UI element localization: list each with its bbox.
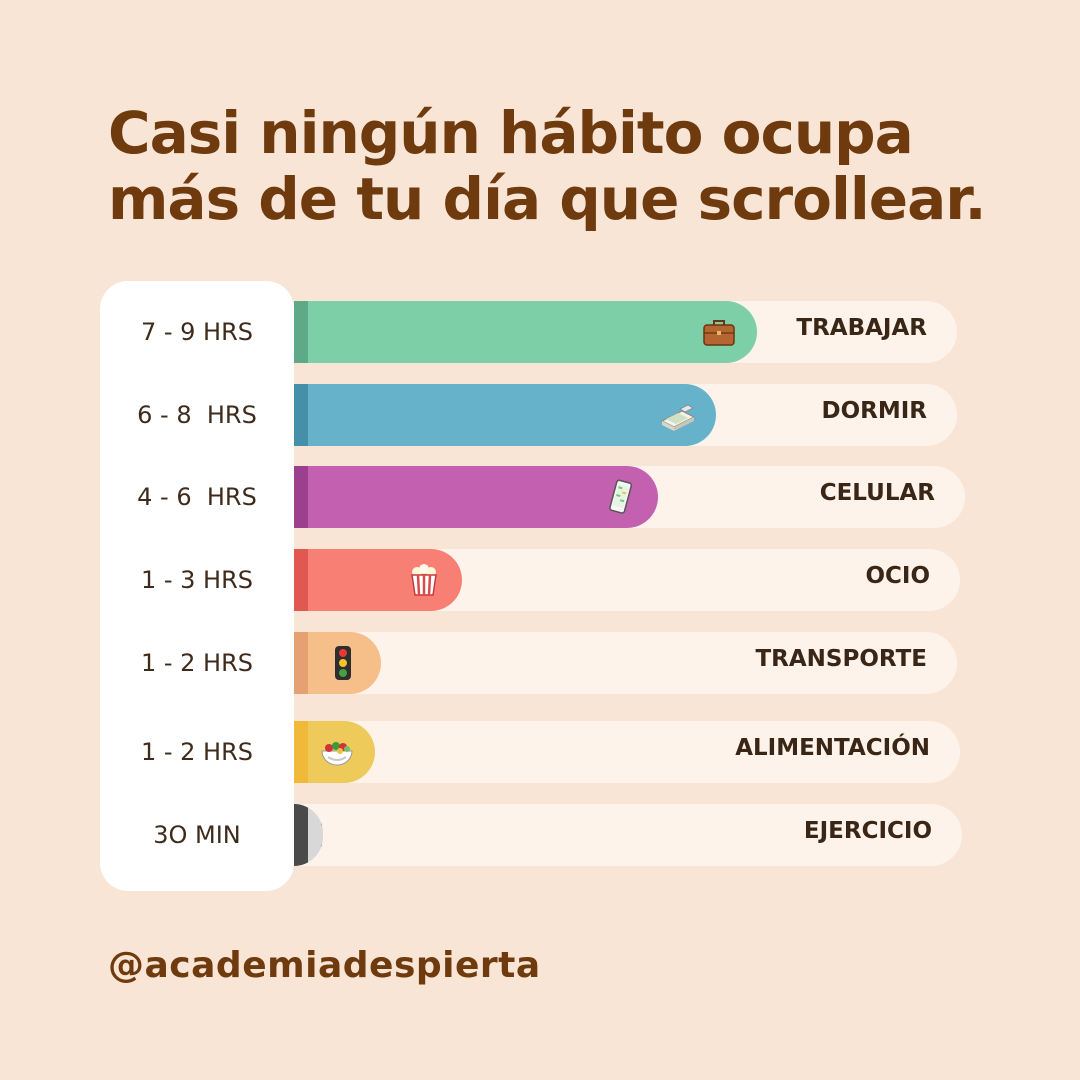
- bar-ocio: [294, 549, 462, 611]
- traffic-light-icon: [325, 645, 361, 681]
- hours-label: 3O MIN: [153, 821, 241, 849]
- bar-track: [294, 721, 960, 783]
- activity-label: TRANSPORTE: [755, 646, 927, 672]
- bar-accent: [294, 466, 308, 528]
- popcorn-icon: [406, 562, 442, 598]
- activity-label: OCIO: [865, 563, 930, 589]
- hours-label: 7 - 9 HRS: [140, 318, 254, 346]
- dumbbell-icon: [314, 817, 323, 853]
- hours-label: 1 - 2 HRS: [140, 649, 254, 677]
- bar-accent: [294, 804, 308, 866]
- hours-label: 1 - 3 HRS: [140, 566, 254, 594]
- hours-label-card: [100, 281, 294, 891]
- bar-accent: [294, 301, 308, 363]
- activity-label: CELULAR: [819, 480, 935, 506]
- activity-label: ALIMENTACIÓN: [735, 735, 930, 761]
- hours-label: 6 - 8 HRS: [137, 401, 257, 429]
- bar-accent: [294, 721, 308, 783]
- salad-bowl-icon: [319, 734, 355, 770]
- bar-transporte: [294, 632, 381, 694]
- bar-alimentación: [294, 721, 375, 783]
- bar-trabajar: [294, 301, 757, 363]
- hours-label: 1 - 2 HRS: [140, 738, 254, 766]
- bar-accent: [294, 549, 308, 611]
- bar-celular: [294, 466, 658, 528]
- bar-accent: [294, 384, 308, 446]
- briefcase-icon: [701, 314, 737, 350]
- title-line-2: más de tu día que scrollear.: [108, 165, 987, 233]
- hours-label: 4 - 6 HRS: [137, 483, 257, 511]
- activity-label: TRABAJAR: [796, 315, 927, 341]
- title-line-1: Casi ningún hábito ocupa: [108, 99, 914, 167]
- bar-accent: [294, 632, 308, 694]
- phone-icon: [602, 479, 638, 515]
- bed-icon: [660, 397, 696, 433]
- activity-label: EJERCICIO: [803, 818, 932, 844]
- bar-track: [294, 804, 962, 866]
- bar-dormir: [294, 384, 716, 446]
- bar-track: [294, 632, 957, 694]
- page-title: Casi ningún hábito ocupa más de tu día q…: [108, 100, 1008, 232]
- instagram-handle: @academiadespierta: [108, 945, 541, 986]
- activity-label: DORMIR: [821, 398, 927, 424]
